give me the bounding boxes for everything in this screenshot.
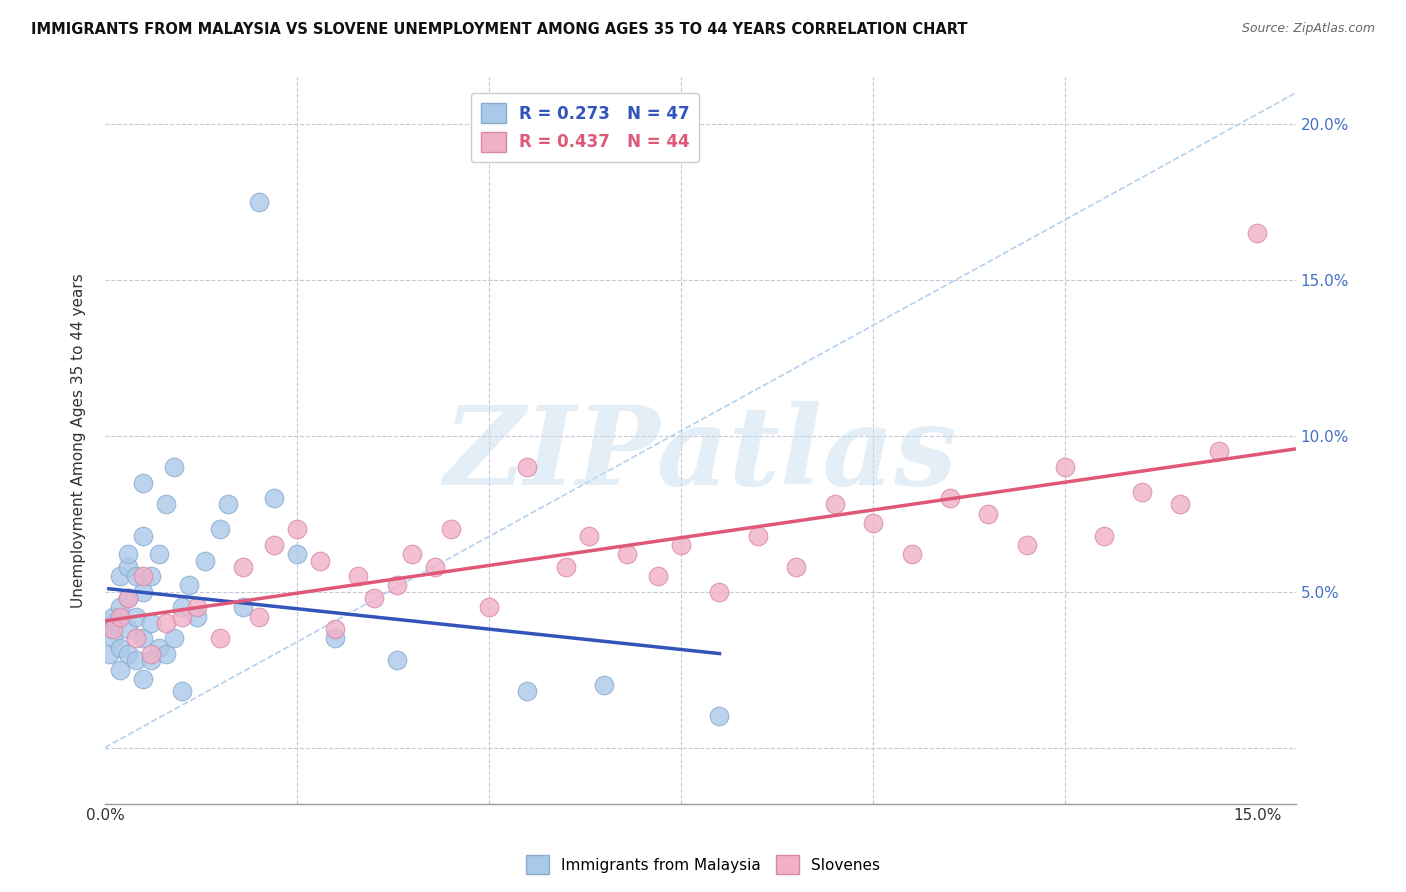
Point [155, 647, 177, 661]
Legend: Immigrants from Malaysia, Slovenes: Immigrants from Malaysia, Slovenes [520, 849, 886, 880]
Text: IMMIGRANTS FROM MALAYSIA VS SLOVENE UNEMPLOYMENT AMONG AGES 35 TO 44 YEARS CORRE: IMMIGRANTS FROM MALAYSIA VS SLOVENE UNEM… [31, 22, 967, 37]
Point [186, 609, 208, 624]
Point [132, 569, 155, 583]
Text: ZIPatlas: ZIPatlas [443, 401, 957, 508]
Point [669, 538, 692, 552]
Point [209, 632, 232, 646]
Point [263, 491, 285, 506]
Point [132, 672, 155, 686]
Point [163, 460, 186, 475]
Point [155, 615, 177, 630]
Point [110, 609, 132, 624]
Point [117, 591, 139, 605]
Point [132, 584, 155, 599]
Point [132, 632, 155, 646]
Text: Source: ZipAtlas.com: Source: ZipAtlas.com [1241, 22, 1375, 36]
Point [900, 547, 922, 561]
Point [1015, 538, 1038, 552]
Point [217, 497, 239, 511]
Point [117, 647, 139, 661]
Point [117, 591, 139, 605]
Point [186, 600, 208, 615]
Point [101, 622, 124, 636]
Point [148, 547, 170, 561]
Point [401, 547, 423, 561]
Point [170, 684, 193, 698]
Point [578, 528, 600, 542]
Point [155, 497, 177, 511]
Point [363, 591, 385, 605]
Point [101, 609, 124, 624]
Point [263, 538, 285, 552]
Point [709, 709, 731, 723]
Point [139, 647, 162, 661]
Point [117, 559, 139, 574]
Point [1092, 528, 1115, 542]
Point [132, 475, 155, 490]
Point [125, 569, 148, 583]
Point [325, 632, 347, 646]
Point [824, 497, 846, 511]
Point [440, 522, 463, 536]
Point [148, 640, 170, 655]
Point [616, 547, 638, 561]
Point [97, 647, 120, 661]
Point [139, 615, 162, 630]
Legend: R = 0.273   N = 47, R = 0.437   N = 44: R = 0.273 N = 47, R = 0.437 N = 44 [471, 93, 699, 162]
Point [516, 460, 538, 475]
Point [132, 528, 155, 542]
Point [179, 578, 201, 592]
Point [709, 584, 731, 599]
Point [347, 569, 370, 583]
Point [247, 195, 270, 210]
Point [554, 559, 576, 574]
Point [939, 491, 962, 506]
Point [1054, 460, 1077, 475]
Point [194, 553, 217, 567]
Point [110, 600, 132, 615]
Point [163, 632, 186, 646]
Point [117, 547, 139, 561]
Point [325, 622, 347, 636]
Point [247, 609, 270, 624]
Point [1208, 444, 1230, 458]
Point [125, 653, 148, 667]
Point [309, 553, 332, 567]
Point [139, 653, 162, 667]
Point [747, 528, 769, 542]
Point [110, 640, 132, 655]
Point [977, 507, 1000, 521]
Point [117, 622, 139, 636]
Point [170, 600, 193, 615]
Point [209, 522, 232, 536]
Point [125, 609, 148, 624]
Point [593, 678, 616, 692]
Point [101, 615, 124, 630]
Point [232, 600, 254, 615]
Point [232, 559, 254, 574]
Point [647, 569, 669, 583]
Point [285, 522, 308, 536]
Point [516, 684, 538, 698]
Point [170, 609, 193, 624]
Point [285, 547, 308, 561]
Point [385, 578, 408, 592]
Point [425, 559, 447, 574]
Point [862, 516, 884, 530]
Point [101, 632, 124, 646]
Point [1246, 227, 1268, 241]
Point [785, 559, 807, 574]
Y-axis label: Unemployment Among Ages 35 to 44 years: Unemployment Among Ages 35 to 44 years [72, 273, 86, 608]
Point [385, 653, 408, 667]
Point [1130, 485, 1153, 500]
Point [139, 569, 162, 583]
Point [110, 569, 132, 583]
Point [1170, 497, 1192, 511]
Point [110, 663, 132, 677]
Point [125, 632, 148, 646]
Point [100, 622, 122, 636]
Point [478, 600, 501, 615]
